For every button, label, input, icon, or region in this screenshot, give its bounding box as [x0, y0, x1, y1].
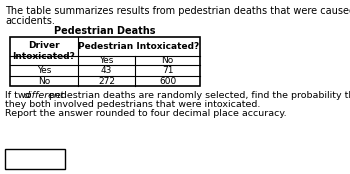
Text: 43: 43 — [101, 66, 112, 75]
Text: No: No — [161, 56, 174, 65]
Text: No: No — [38, 77, 50, 85]
Bar — [10, 37, 200, 86]
Text: The table summarizes results from pedestrian deaths that were caused by automobi: The table summarizes results from pedest… — [5, 6, 350, 16]
Text: 272: 272 — [98, 77, 115, 85]
Text: 600: 600 — [159, 77, 176, 85]
Text: If two: If two — [5, 91, 34, 100]
Text: Yes: Yes — [37, 66, 51, 75]
Text: Pedestrian Deaths: Pedestrian Deaths — [54, 26, 156, 36]
Text: accidents.: accidents. — [5, 16, 55, 26]
Text: they both involved pedestrians that were intoxicated.: they both involved pedestrians that were… — [5, 100, 260, 109]
Bar — [5, 149, 65, 169]
Text: 71: 71 — [162, 66, 173, 75]
Text: different: different — [23, 91, 64, 100]
Text: Report the answer rounded to four decimal place accuracy.: Report the answer rounded to four decima… — [5, 109, 287, 118]
Text: Pedestrian Intoxicated?: Pedestrian Intoxicated? — [78, 42, 200, 51]
Text: Yes: Yes — [99, 56, 114, 65]
Text: pedestrian deaths are randomly selected, find the probability that: pedestrian deaths are randomly selected,… — [46, 91, 350, 100]
Text: Driver
Intoxicated?: Driver Intoxicated? — [13, 41, 76, 61]
